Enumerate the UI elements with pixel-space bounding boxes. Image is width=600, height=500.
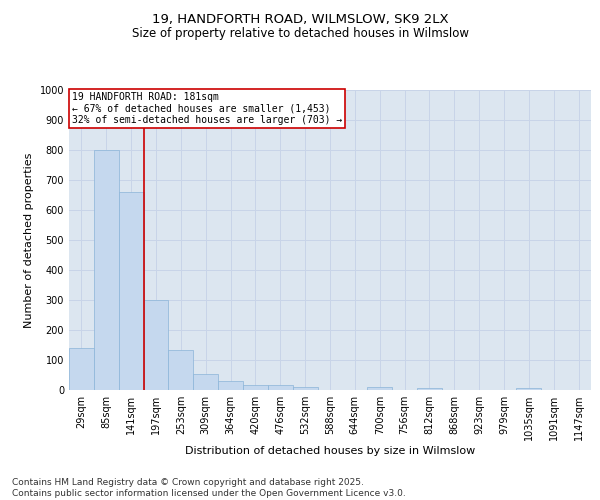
Bar xyxy=(218,381,243,390)
Bar xyxy=(69,348,94,390)
Bar xyxy=(119,192,143,390)
Bar xyxy=(417,388,442,390)
Bar xyxy=(268,384,293,390)
Bar xyxy=(193,374,218,390)
Bar xyxy=(169,350,193,390)
Bar xyxy=(367,387,392,390)
Bar xyxy=(243,384,268,390)
Text: 19, HANDFORTH ROAD, WILMSLOW, SK9 2LX: 19, HANDFORTH ROAD, WILMSLOW, SK9 2LX xyxy=(152,12,448,26)
X-axis label: Distribution of detached houses by size in Wilmslow: Distribution of detached houses by size … xyxy=(185,446,475,456)
Bar xyxy=(517,388,541,390)
Text: Contains HM Land Registry data © Crown copyright and database right 2025.
Contai: Contains HM Land Registry data © Crown c… xyxy=(12,478,406,498)
Y-axis label: Number of detached properties: Number of detached properties xyxy=(24,152,34,328)
Text: Size of property relative to detached houses in Wilmslow: Size of property relative to detached ho… xyxy=(131,28,469,40)
Bar xyxy=(94,150,119,390)
Bar xyxy=(293,387,317,390)
Text: 19 HANDFORTH ROAD: 181sqm
← 67% of detached houses are smaller (1,453)
32% of se: 19 HANDFORTH ROAD: 181sqm ← 67% of detac… xyxy=(71,92,342,124)
Bar xyxy=(143,300,169,390)
